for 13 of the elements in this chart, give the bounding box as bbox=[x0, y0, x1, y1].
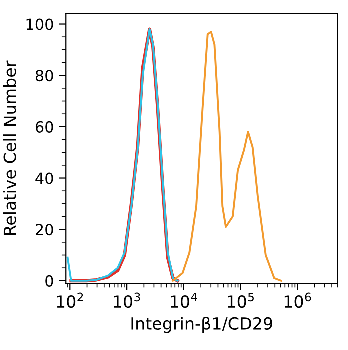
y-tick-label: 40 bbox=[36, 172, 54, 184]
y-tick-label: 0 bbox=[46, 275, 54, 287]
y-axis-title: Relative Cell Number bbox=[3, 60, 16, 236]
y-tick-label: 60 bbox=[36, 121, 54, 133]
x-axis-title: Integrin-β1/CD29 bbox=[132, 316, 272, 334]
x-tick-label: 10$^{4}$ bbox=[171, 292, 198, 308]
y-tick-label: 20 bbox=[36, 224, 54, 236]
x-tick-label: 10$^{6}$ bbox=[284, 292, 312, 308]
x-tick-label: 10$^{2}$ bbox=[57, 292, 84, 308]
y-tick-label: 100 bbox=[26, 18, 54, 30]
y-tick-label: 80 bbox=[36, 70, 54, 82]
x-tick-label: 10$^{3}$ bbox=[114, 292, 140, 308]
x-tick-label: 10$^{5}$ bbox=[228, 292, 254, 308]
